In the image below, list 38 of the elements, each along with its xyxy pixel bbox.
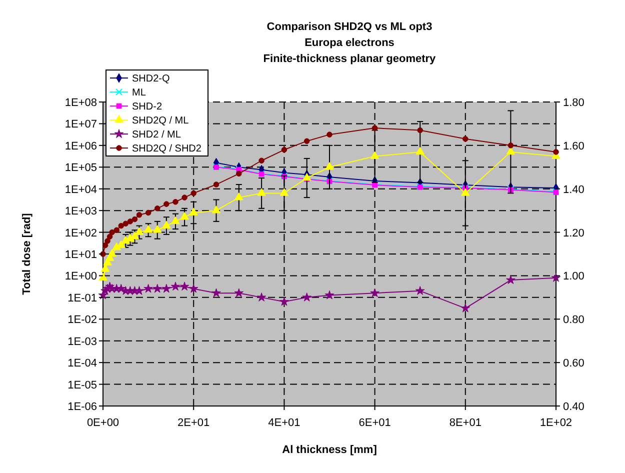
x-tick-label: 8E+01 — [449, 417, 482, 429]
y-tick-label: 1E+06 — [64, 140, 97, 152]
y-tick-label: 1E+05 — [64, 162, 97, 174]
y-tick-label: 1E+08 — [64, 97, 97, 109]
y-tick-label: 1E+04 — [64, 184, 97, 196]
y2-tick-label: 1.40 — [563, 184, 584, 196]
y-tick-label: 1E-02 — [68, 314, 97, 326]
y2-tick-label: 0.60 — [563, 358, 584, 370]
x-tick-label: 4E+01 — [268, 417, 300, 429]
y2-tick-label: 1.00 — [563, 270, 584, 283]
x-tick-label: 0E+00 — [86, 417, 120, 429]
x-tick-label: 2E+01 — [178, 417, 210, 429]
legend-label: SHD2 / ML — [132, 130, 182, 140]
legend-label: SHD2-Q — [132, 74, 170, 84]
x-tick-label: 1E+02 — [540, 417, 572, 429]
legend-label: ML — [132, 88, 146, 98]
y-axis-title: Total dose [rad] — [21, 212, 33, 295]
y2-tick-label: 1.60 — [563, 140, 584, 152]
y2-tick-label: 0.80 — [563, 314, 584, 326]
x-tick-label: 6E+01 — [358, 417, 391, 429]
y2-tick-label: 0.40 — [563, 401, 584, 413]
x-axis-title: Al thickness [mm] — [282, 444, 378, 456]
legend-label: SHD-2 — [132, 102, 162, 112]
y-tick-label: 1E-01 — [68, 292, 97, 304]
y2-tick-label: 1.80 — [563, 97, 584, 109]
legend-label: SHD2Q / SHD2 — [132, 144, 202, 154]
y-tick-label: 1E+00 — [64, 270, 97, 283]
chart-title: Comparison SHD2Q vs ML opt3 Europa electrons Finite-thickness planar geometry — [263, 21, 437, 65]
y-tick-label: 1E+03 — [64, 206, 97, 218]
legend-label: SHD2Q / ML — [132, 116, 190, 126]
y-tick-label: 1E-03 — [68, 336, 97, 348]
y-tick-label: 1E-05 — [68, 379, 97, 392]
y-tick-label: 1E+07 — [64, 118, 97, 131]
y-tick-label: 1E+01 — [64, 249, 97, 261]
y-tick-label: 1E-04 — [68, 358, 97, 370]
y2-tick-label: 1.20 — [563, 227, 584, 240]
y-tick-label: 1E+02 — [64, 227, 97, 240]
y-tick-label: 1E-06 — [68, 401, 97, 413]
